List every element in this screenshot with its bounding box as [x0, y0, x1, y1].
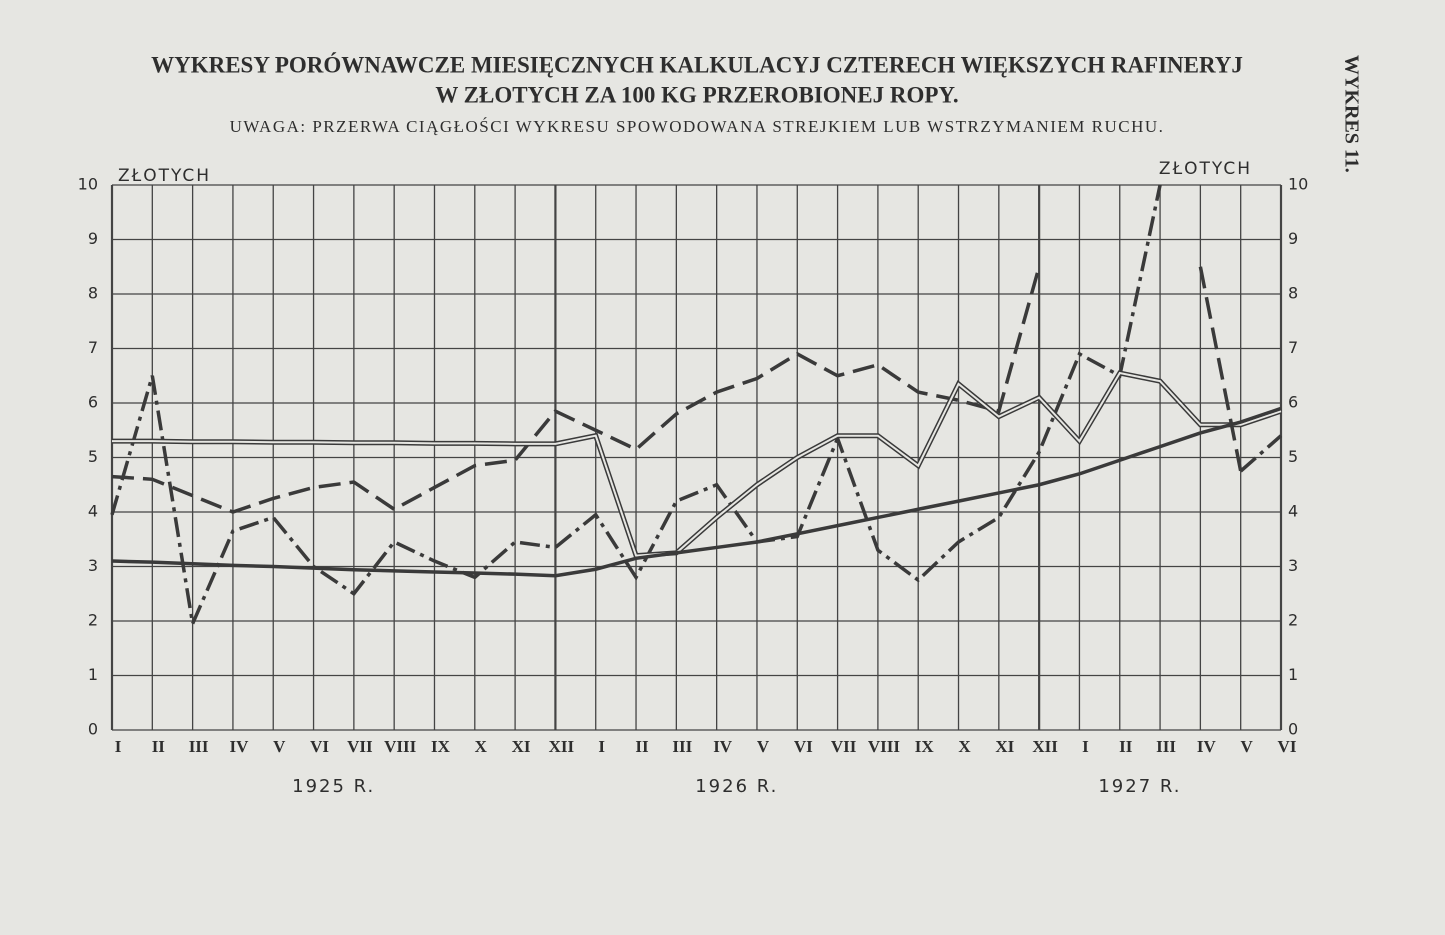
x-tick-label: II	[152, 737, 166, 756]
y-tick-label: 10	[78, 175, 98, 194]
x-tick-label: III	[672, 737, 692, 756]
chart-subtitle: W ZŁOTYCH ZA 100 KG PRZEROBIONEJ ROPY.	[435, 82, 958, 107]
y-tick-label: 7	[88, 338, 98, 357]
y-tick-label: 9	[88, 229, 98, 248]
y-axis-label: ZŁOTYCH	[118, 166, 211, 186]
x-tick-label: I	[598, 737, 605, 756]
x-tick-label: IV	[1197, 737, 1217, 756]
y2-tick-label: 0	[1288, 720, 1298, 739]
x-tick-label: V	[1241, 737, 1254, 756]
x-tick-label: X	[958, 737, 971, 756]
y2-tick-label: 3	[1288, 556, 1298, 575]
y-tick-label: 0	[88, 720, 98, 739]
series-line	[111, 266, 1041, 514]
y2-tick-label: 4	[1288, 502, 1298, 521]
x-tick-label: VI	[1278, 737, 1297, 756]
x-tick-label: XI	[512, 737, 531, 756]
y2-tick-label: 10	[1288, 175, 1308, 194]
x-tick-label: VIII	[868, 737, 901, 756]
x-tick-label: V	[273, 737, 286, 756]
x-tick-label: VI	[794, 737, 813, 756]
x-tick-label: XI	[995, 737, 1014, 756]
x-tick-label: I	[1082, 737, 1089, 756]
chart-title: WYKRESY PORÓWNAWCZE MIESIĘCZNYCH KALKULA…	[151, 51, 1243, 77]
y-tick-label: 5	[88, 447, 98, 466]
y2-tick-label: 5	[1288, 447, 1298, 466]
y2-tick-label: 7	[1288, 338, 1298, 357]
series-line	[1198, 266, 1243, 472]
x-tick-label: I	[115, 737, 122, 756]
x-tick-label: VI	[310, 737, 329, 756]
x-tick-label: IX	[915, 737, 935, 756]
x-tick-label: XII	[549, 737, 575, 756]
x-tick-label: IV	[713, 737, 733, 756]
x-tick-label: II	[635, 737, 649, 756]
y2-tick-label: 9	[1288, 229, 1298, 248]
y-tick-label: 3	[88, 556, 98, 575]
series-line	[111, 406, 1282, 578]
series-line-inner	[112, 371, 1282, 557]
y2-tick-label: 6	[1288, 393, 1298, 412]
x-tick-label: IX	[431, 737, 451, 756]
x-tick-label: V	[757, 737, 770, 756]
y-tick-label: 2	[88, 611, 98, 630]
x-tick-label: VIII	[384, 737, 417, 756]
series-line	[110, 184, 1162, 630]
y2-axis-label: ZŁOTYCH	[1159, 159, 1252, 179]
year-label: 1927 R.	[1098, 776, 1181, 797]
chart-note: UWAGA: PRZERWA CIĄGŁOŚCI WYKRESU SPOWODO…	[230, 117, 1165, 136]
side-label: WYKRES 11.	[1340, 55, 1362, 173]
x-tick-label: VII	[831, 737, 857, 756]
y-tick-label: 1	[88, 665, 98, 684]
y-tick-label: 8	[88, 284, 98, 303]
y2-tick-label: 8	[1288, 284, 1298, 303]
year-label: 1926 R.	[695, 776, 778, 797]
y2-tick-label: 1	[1288, 665, 1298, 684]
y2-tick-label: 2	[1288, 611, 1298, 630]
x-tick-label: II	[1119, 737, 1133, 756]
x-tick-label: X	[475, 737, 488, 756]
x-tick-label: VII	[347, 737, 373, 756]
year-label: 1925 R.	[292, 776, 375, 797]
series-line	[1239, 434, 1283, 473]
x-tick-label: IV	[229, 737, 249, 756]
y-tick-label: 6	[88, 393, 98, 412]
x-tick-label: III	[189, 737, 209, 756]
x-tick-label: III	[1156, 737, 1176, 756]
x-tick-label: XII	[1032, 737, 1058, 756]
y-tick-label: 4	[88, 502, 98, 521]
